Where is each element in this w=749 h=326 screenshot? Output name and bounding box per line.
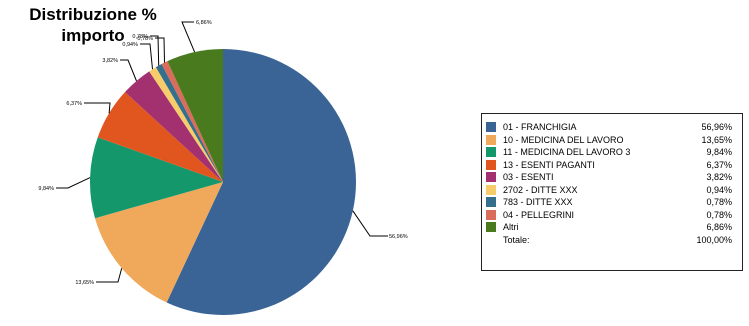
legend-label: Altri <box>503 222 519 233</box>
chart-title-line-2: importo <box>61 26 125 45</box>
legend-swatch <box>486 222 496 233</box>
legend-item-04-pellegrini: 04 - PELLEGRINI 0,78% <box>486 209 732 222</box>
legend-total-value: 100,00% <box>696 234 732 245</box>
pie-chart: 56,96%13,65%9,84%6,37%3,82%0,94%0,78%0,7… <box>38 20 408 315</box>
pie-slice-13-esenti-paganti <box>97 92 223 182</box>
pie-slice-altri <box>167 49 223 182</box>
legend-item-03-esenti: 03 - ESENTI 3,82% <box>486 171 732 184</box>
leader-line-10-medicina-del-lavoro <box>96 268 123 283</box>
data-label-13-esenti-paganti: 6,37% <box>66 101 82 107</box>
legend-item-01-franchigia: 01 - FRANCHIGIA 56,96% <box>486 121 732 134</box>
legend-item-10-medicina-del-lavoro: 10 - MEDICINA DEL LAVORO 13,65% <box>486 134 732 147</box>
legend-swatch <box>486 122 496 133</box>
legend-value: 56,96% <box>701 122 732 133</box>
legend-label: 783 - DITTE XXX <box>503 197 573 208</box>
legend-value: 9,84% <box>706 147 732 158</box>
legend-total-row: Totale: 100,00% <box>486 234 732 247</box>
legend-total-label: Totale: <box>503 234 530 245</box>
leader-line-783-ditte-xxx <box>150 35 160 66</box>
legend-swatch <box>486 172 496 183</box>
pie-slice-01-franchigia <box>166 49 357 315</box>
legend-item-783-ditte-xxx: 783 - DITTE XXX 0,78% <box>486 196 732 209</box>
data-label-10-medicina-del-lavoro: 13,65% <box>75 280 94 286</box>
legend-value: 6,37% <box>706 159 732 170</box>
leader-line-03-esenti <box>120 59 137 82</box>
legend-label: 13 - ESENTI PAGANTI <box>503 159 595 170</box>
leader-line-2702-ditte-xxx <box>140 43 153 70</box>
data-label-783-ditte-xxx: 0,78% <box>132 34 148 40</box>
pie-slice-10-medicina-del-lavoro <box>95 182 223 303</box>
legend-value: 6,86% <box>706 222 732 233</box>
pie-slice-03-esenti <box>125 71 223 182</box>
leader-line-altri <box>181 21 196 53</box>
data-label-01-franchigia: 56,96% <box>389 234 408 240</box>
legend-value: 3,82% <box>706 172 732 183</box>
leader-line-04-pellegrini <box>155 37 165 63</box>
legend-label: 01 - FRANCHIGIA <box>503 122 577 133</box>
data-label-04-pellegrini: 0,78% <box>137 36 153 42</box>
leader-line-11-medicina-del-lavoro-3 <box>56 177 91 189</box>
legend-item-altri: Altri 6,86% <box>486 221 732 234</box>
legend-total-spacer <box>486 235 496 245</box>
legend-item-2702-ditte-xxx: 2702 - DITTE XXX 0,94% <box>486 184 732 197</box>
legend-value: 0,94% <box>706 184 732 195</box>
data-label-03-esenti: 3,82% <box>102 58 118 64</box>
legend-swatch <box>486 159 496 170</box>
chart-title: Distribuzione % importo <box>8 4 178 46</box>
pie-slice-2702-ditte-xxx <box>149 67 223 182</box>
legend-label: 2702 - DITTE XXX <box>503 184 578 195</box>
leader-line-13-esenti-paganti <box>84 102 111 114</box>
legend-label: 11 - MEDICINA DEL LAVORO 3 <box>503 147 631 158</box>
legend-label: 10 - MEDICINA DEL LAVORO <box>503 134 624 145</box>
legend-swatch <box>486 147 496 158</box>
pie-slice-11-medicina-del-lavoro-3 <box>90 137 223 219</box>
legend-swatch <box>486 197 496 208</box>
legend-value: 13,65% <box>701 134 732 145</box>
legend-value: 0,78% <box>706 209 732 220</box>
data-label-2702-ditte-xxx: 0,94% <box>122 42 138 48</box>
chart-title-line-1: Distribuzione % <box>29 5 157 24</box>
legend-item-13-esenti-paganti: 13 - ESENTI PAGANTI 6,37% <box>486 159 732 172</box>
legend-label: 03 - ESENTI <box>503 172 554 183</box>
legend-value: 0,78% <box>706 197 732 208</box>
legend-swatch <box>486 209 496 220</box>
data-label-11-medicina-del-lavoro-3: 9,84% <box>38 186 54 192</box>
leader-line-01-franchigia <box>352 210 388 237</box>
chart-legend: 01 - FRANCHIGIA 56,96% 10 - MEDICINA DEL L… <box>481 113 743 271</box>
data-label-altri: 6,86% <box>196 20 212 26</box>
pie-slice-783-ditte-xxx <box>155 64 223 182</box>
legend-label: 04 - PELLEGRINI <box>503 209 575 220</box>
legend-swatch <box>486 184 496 195</box>
legend-swatch <box>486 134 496 145</box>
pie-slice-04-pellegrini <box>161 61 223 182</box>
legend-item-11-medicina-del-lavoro-3: 11 - MEDICINA DEL LAVORO 3 9,84% <box>486 146 732 159</box>
